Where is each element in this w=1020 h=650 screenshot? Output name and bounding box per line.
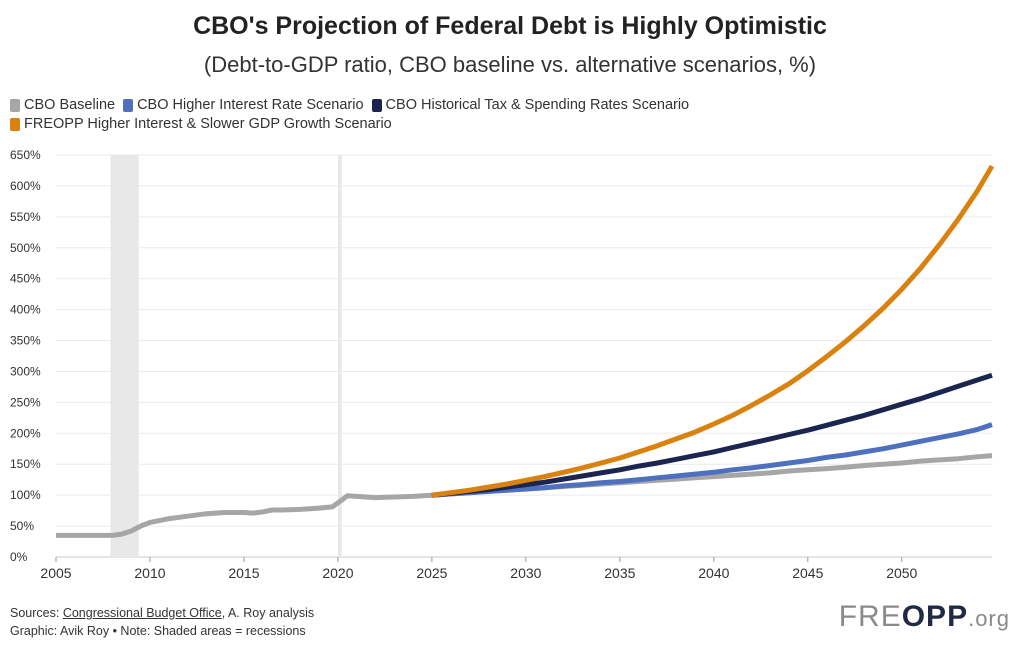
legend-label-cbo-baseline: CBO Baseline bbox=[24, 97, 116, 113]
sources-suffix: , A. Roy analysis bbox=[221, 606, 315, 620]
y-tick-label-1: 50% bbox=[10, 519, 34, 533]
legend-label-freopp: FREOPP Higher Interest & Slower GDP Grow… bbox=[24, 116, 392, 132]
logo-part-3: .org bbox=[968, 606, 1010, 631]
x-tick-label-2: 2015 bbox=[228, 565, 259, 581]
legend: CBO Baseline CBO Higher Interest Rate Sc… bbox=[10, 96, 1010, 134]
y-tick-label-6: 300% bbox=[10, 364, 41, 378]
x-tick-label-1: 2010 bbox=[134, 565, 165, 581]
x-tick-label-7: 2040 bbox=[698, 565, 729, 581]
recession-bands bbox=[110, 155, 342, 557]
legend-item-cbo-baseline[interactable]: CBO Baseline bbox=[10, 96, 115, 115]
legend-label-historical-tax: CBO Historical Tax & Spending Rates Scen… bbox=[385, 97, 690, 113]
recession-band-0 bbox=[110, 155, 139, 557]
y-tick-label-2: 100% bbox=[10, 488, 41, 502]
chart-subtitle: (Debt-to-GDP ratio, CBO baseline vs. alt… bbox=[203, 52, 817, 77]
x-tick-label-4: 2025 bbox=[416, 565, 447, 581]
series-lines bbox=[56, 164, 995, 538]
series-line-2 bbox=[431, 372, 993, 498]
legend-item-historical-tax[interactable]: CBO Historical Tax & Spending Rates Scen… bbox=[371, 96, 690, 115]
logo-part-2: OPP bbox=[901, 600, 969, 633]
y-tick-label-5: 250% bbox=[10, 395, 41, 409]
legend-item-higher-interest[interactable]: CBO Higher Interest Rate Scenario bbox=[123, 96, 364, 115]
y-tick-label-4: 200% bbox=[10, 426, 41, 440]
graphic-note: Graphic: Avik Roy • Note: Shaded areas =… bbox=[10, 624, 306, 638]
x-tick-label-8: 2045 bbox=[792, 565, 823, 581]
y-tick-label-3: 150% bbox=[10, 457, 41, 471]
y-tick-label-10: 500% bbox=[10, 241, 41, 255]
y-tick-label-11: 550% bbox=[10, 210, 41, 224]
chart-title: CBO's Projection of Federal Debt is High… bbox=[193, 12, 827, 40]
y-tick-label-0: 0% bbox=[10, 550, 28, 564]
series-line-3 bbox=[431, 164, 995, 498]
freopp-logo: FREOPP.org bbox=[839, 600, 1010, 634]
y-axis: 0% 50% 100% 150% 200% 250% 300% 350% 400% 450% 500… bbox=[10, 148, 41, 564]
x-tick-label-6: 2035 bbox=[604, 565, 635, 581]
sources-link[interactable]: Congressional Budget Office bbox=[62, 606, 222, 620]
sources-line: Sources: Congressional Budget Office, A.… bbox=[10, 604, 314, 622]
y-tick-label-12: 600% bbox=[10, 179, 41, 193]
grid-lines bbox=[56, 154, 992, 558]
legend-swatch-cbo-baseline bbox=[10, 99, 20, 112]
legend-label-higher-interest: CBO Higher Interest Rate Scenario bbox=[137, 97, 364, 113]
legend-row-1: CBO Baseline CBO Higher Interest Rate Sc… bbox=[10, 96, 1010, 115]
legend-row-2: FREOPP Higher Interest & Slower GDP Grow… bbox=[10, 115, 1010, 134]
y-tick-label-13: 650% bbox=[10, 148, 41, 162]
x-axis: 2005 2010 2015 2020 2025 2030 2035 2040 2045 2050 bbox=[40, 557, 918, 581]
legend-swatch-higher-interest bbox=[123, 99, 134, 112]
legend-swatch-historical-tax bbox=[371, 99, 382, 112]
x-tick-label-5: 2030 bbox=[510, 565, 541, 581]
series-line-1 bbox=[431, 422, 993, 498]
x-tick-label-0: 2005 bbox=[40, 565, 71, 581]
logo-part-1: FRE bbox=[838, 600, 902, 633]
x-tick-label-9: 2050 bbox=[886, 565, 917, 581]
y-tick-label-7: 350% bbox=[10, 334, 41, 348]
sources-prefix: Sources: bbox=[10, 606, 63, 620]
legend-swatch-freopp bbox=[10, 118, 20, 131]
y-tick-label-8: 400% bbox=[10, 303, 41, 317]
recession-band-1 bbox=[337, 155, 342, 557]
footer: Sources: Congressional Budget Office, A.… bbox=[10, 604, 314, 640]
legend-item-freopp[interactable]: FREOPP Higher Interest & Slower GDP Grow… bbox=[10, 115, 392, 134]
y-tick-label-9: 450% bbox=[10, 272, 41, 286]
x-tick-label-3: 2020 bbox=[322, 565, 353, 581]
